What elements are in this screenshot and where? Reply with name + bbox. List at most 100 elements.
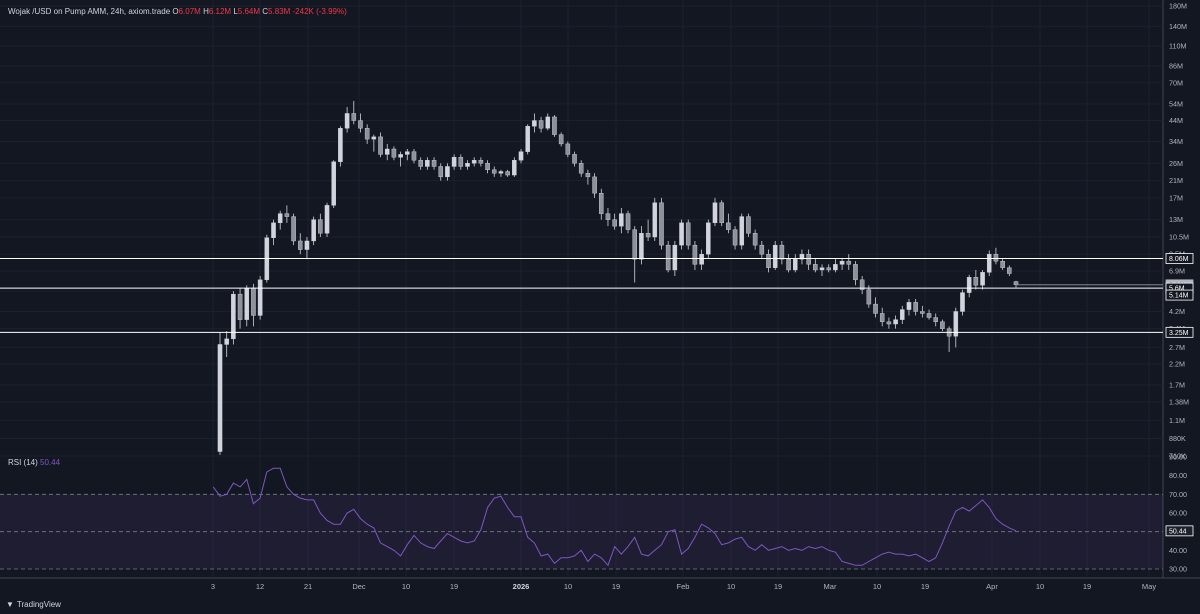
candle-body [766, 253, 771, 268]
candle-body [518, 151, 524, 161]
ohlc-legend: Wojak /USD on Pump AMM, 24h, axiom.trade… [8, 7, 347, 16]
rsi-y-tick-label: 40.00 [1169, 546, 1187, 555]
x-tick-label: Feb [677, 582, 690, 591]
candle-body [732, 229, 738, 246]
price-label-box [1165, 289, 1194, 301]
y-tick-label: 86M [1169, 62, 1183, 71]
y-tick-label: 21M [1169, 176, 1183, 185]
x-tick-label: 12 [256, 582, 264, 591]
y-tick-label: 1.38M [1169, 397, 1189, 406]
grid-lines [0, 0, 1163, 578]
candle-body [284, 213, 290, 217]
x-tick-label: 19 [450, 582, 458, 591]
candle-body [1007, 267, 1012, 274]
y-tick-label: 880K [1169, 434, 1186, 443]
y-tick-label: 44M [1169, 116, 1183, 125]
candle-body [558, 134, 564, 145]
rsi-y-tick-label: 60.00 [1169, 509, 1187, 518]
rsi-legend[interactable]: RSI (14) 50.44 [8, 458, 60, 467]
candle-body [953, 311, 959, 337]
rsi-y-tick-label: 30.00 [1169, 565, 1187, 574]
candle-body [384, 148, 390, 155]
x-tick-label: 19 [612, 582, 620, 591]
rsi-line [212, 467, 1017, 567]
y-tick-label: 4.2M [1169, 307, 1185, 316]
price-label-text: 8.06M [1169, 256, 1189, 263]
candle-body [465, 163, 470, 167]
candle-body [645, 233, 651, 238]
candle-body [498, 171, 504, 174]
candle-body [545, 116, 551, 129]
candle-body [364, 128, 370, 140]
candle-body [491, 169, 497, 174]
candle-body [920, 311, 925, 314]
candle-body [759, 244, 765, 255]
candle-body [291, 216, 296, 242]
y-tick-label: 34M [1169, 137, 1183, 146]
close-label: C [262, 7, 269, 16]
candle-body [706, 222, 711, 255]
candle-body [692, 244, 698, 265]
candle-body [431, 160, 437, 167]
symbol-label[interactable]: Wojak /USD on Pump AMM, 24h, axiom.trade [8, 7, 171, 16]
candle-body [786, 258, 791, 271]
candle-body [351, 113, 357, 121]
y-tick-label: 1.7M [1169, 381, 1185, 390]
x-tick-label: 2026 [513, 582, 530, 591]
candle-body [966, 277, 972, 293]
candle-body [505, 171, 510, 176]
candle-body [1000, 260, 1005, 268]
candle-body [217, 344, 223, 452]
candle-body [826, 267, 831, 271]
price-axis-label: 5.14M [1165, 289, 1194, 301]
candle-body [612, 219, 617, 227]
x-tick-label: 21 [304, 582, 312, 591]
candle-body [378, 136, 383, 155]
candle-body [819, 267, 825, 271]
price-label-text: 3.25M [1169, 330, 1189, 337]
y-tick-label: 17M [1169, 193, 1183, 202]
rsi-axis-label: 50.44 [1165, 525, 1194, 537]
candle-body [445, 166, 450, 178]
candle-body [779, 244, 785, 260]
candle-body [599, 192, 604, 214]
candle-body [231, 293, 236, 340]
candle-body [672, 244, 678, 271]
candle-body [578, 163, 584, 174]
y-tick-label: 26M [1169, 159, 1183, 168]
candle-body [425, 160, 430, 167]
candle-body [297, 240, 303, 250]
rsi-y-tick-label: 90.00 [1169, 453, 1187, 462]
rsi-value: 50.44 [40, 458, 61, 467]
candle-body [772, 244, 778, 268]
price-axis-label: 3.25M [1165, 326, 1194, 338]
y-tick-label: 6.9M [1169, 267, 1185, 276]
y-tick-label: 710K [1169, 452, 1186, 461]
price-label-box [1165, 326, 1194, 338]
candle-body [639, 233, 644, 260]
tradingview-logo-icon: ▼ [6, 600, 14, 609]
y-tick-label: 110M [1169, 42, 1186, 51]
candle-body [906, 302, 912, 310]
candle-body [833, 264, 838, 271]
candle-body [893, 319, 898, 325]
candle-body [960, 292, 965, 312]
tradingview-branding[interactable]: ▼ TradingView [6, 600, 61, 609]
x-tick-label: Mar [824, 582, 837, 591]
candle-body [592, 176, 597, 194]
candle-body [224, 338, 229, 345]
candle-body [458, 157, 464, 167]
candle-body [632, 229, 637, 260]
change-value: -242K (-3.99%) [292, 7, 347, 16]
candle-body [391, 148, 397, 158]
candle-body [324, 205, 330, 234]
candle-body [846, 260, 852, 265]
low-label: L [233, 7, 238, 16]
open-label: O [172, 7, 179, 16]
candle-body [471, 160, 477, 164]
candle-body [659, 202, 664, 246]
price-axis-label: 8.06M [1165, 253, 1194, 264]
y-tick-label: 1.1M [1169, 416, 1185, 425]
rsi-label-box [1165, 525, 1194, 537]
